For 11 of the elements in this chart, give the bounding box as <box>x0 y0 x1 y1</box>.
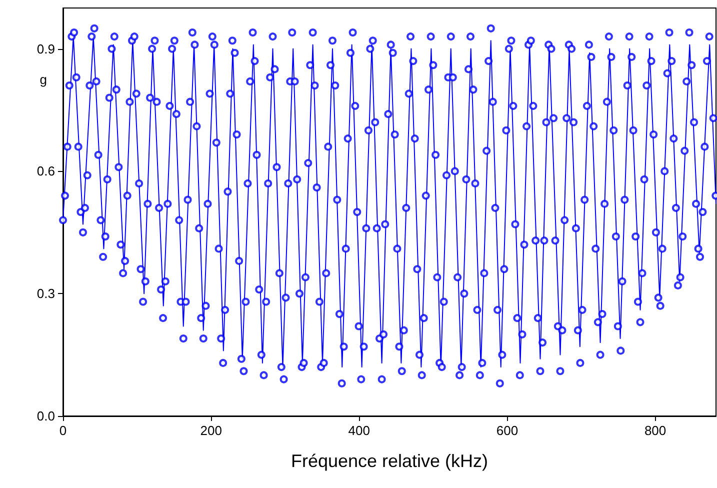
y-axis-title: g <box>40 72 47 87</box>
x-tick-label: 0 <box>59 423 67 438</box>
y-tick-label: 0.6 <box>36 164 55 179</box>
x-tick-label: 800 <box>644 423 666 438</box>
y-tick-label: 0.0 <box>36 408 55 424</box>
x-tick-label: 600 <box>496 423 518 438</box>
x-tick-label: 400 <box>348 423 370 438</box>
y-tick-label: 0.3 <box>36 286 55 302</box>
y-tick-label: 0.9 <box>36 41 55 56</box>
x-axis-title: Fréquence relative (kHz) <box>290 451 488 471</box>
x-tick-label: 200 <box>200 423 222 438</box>
